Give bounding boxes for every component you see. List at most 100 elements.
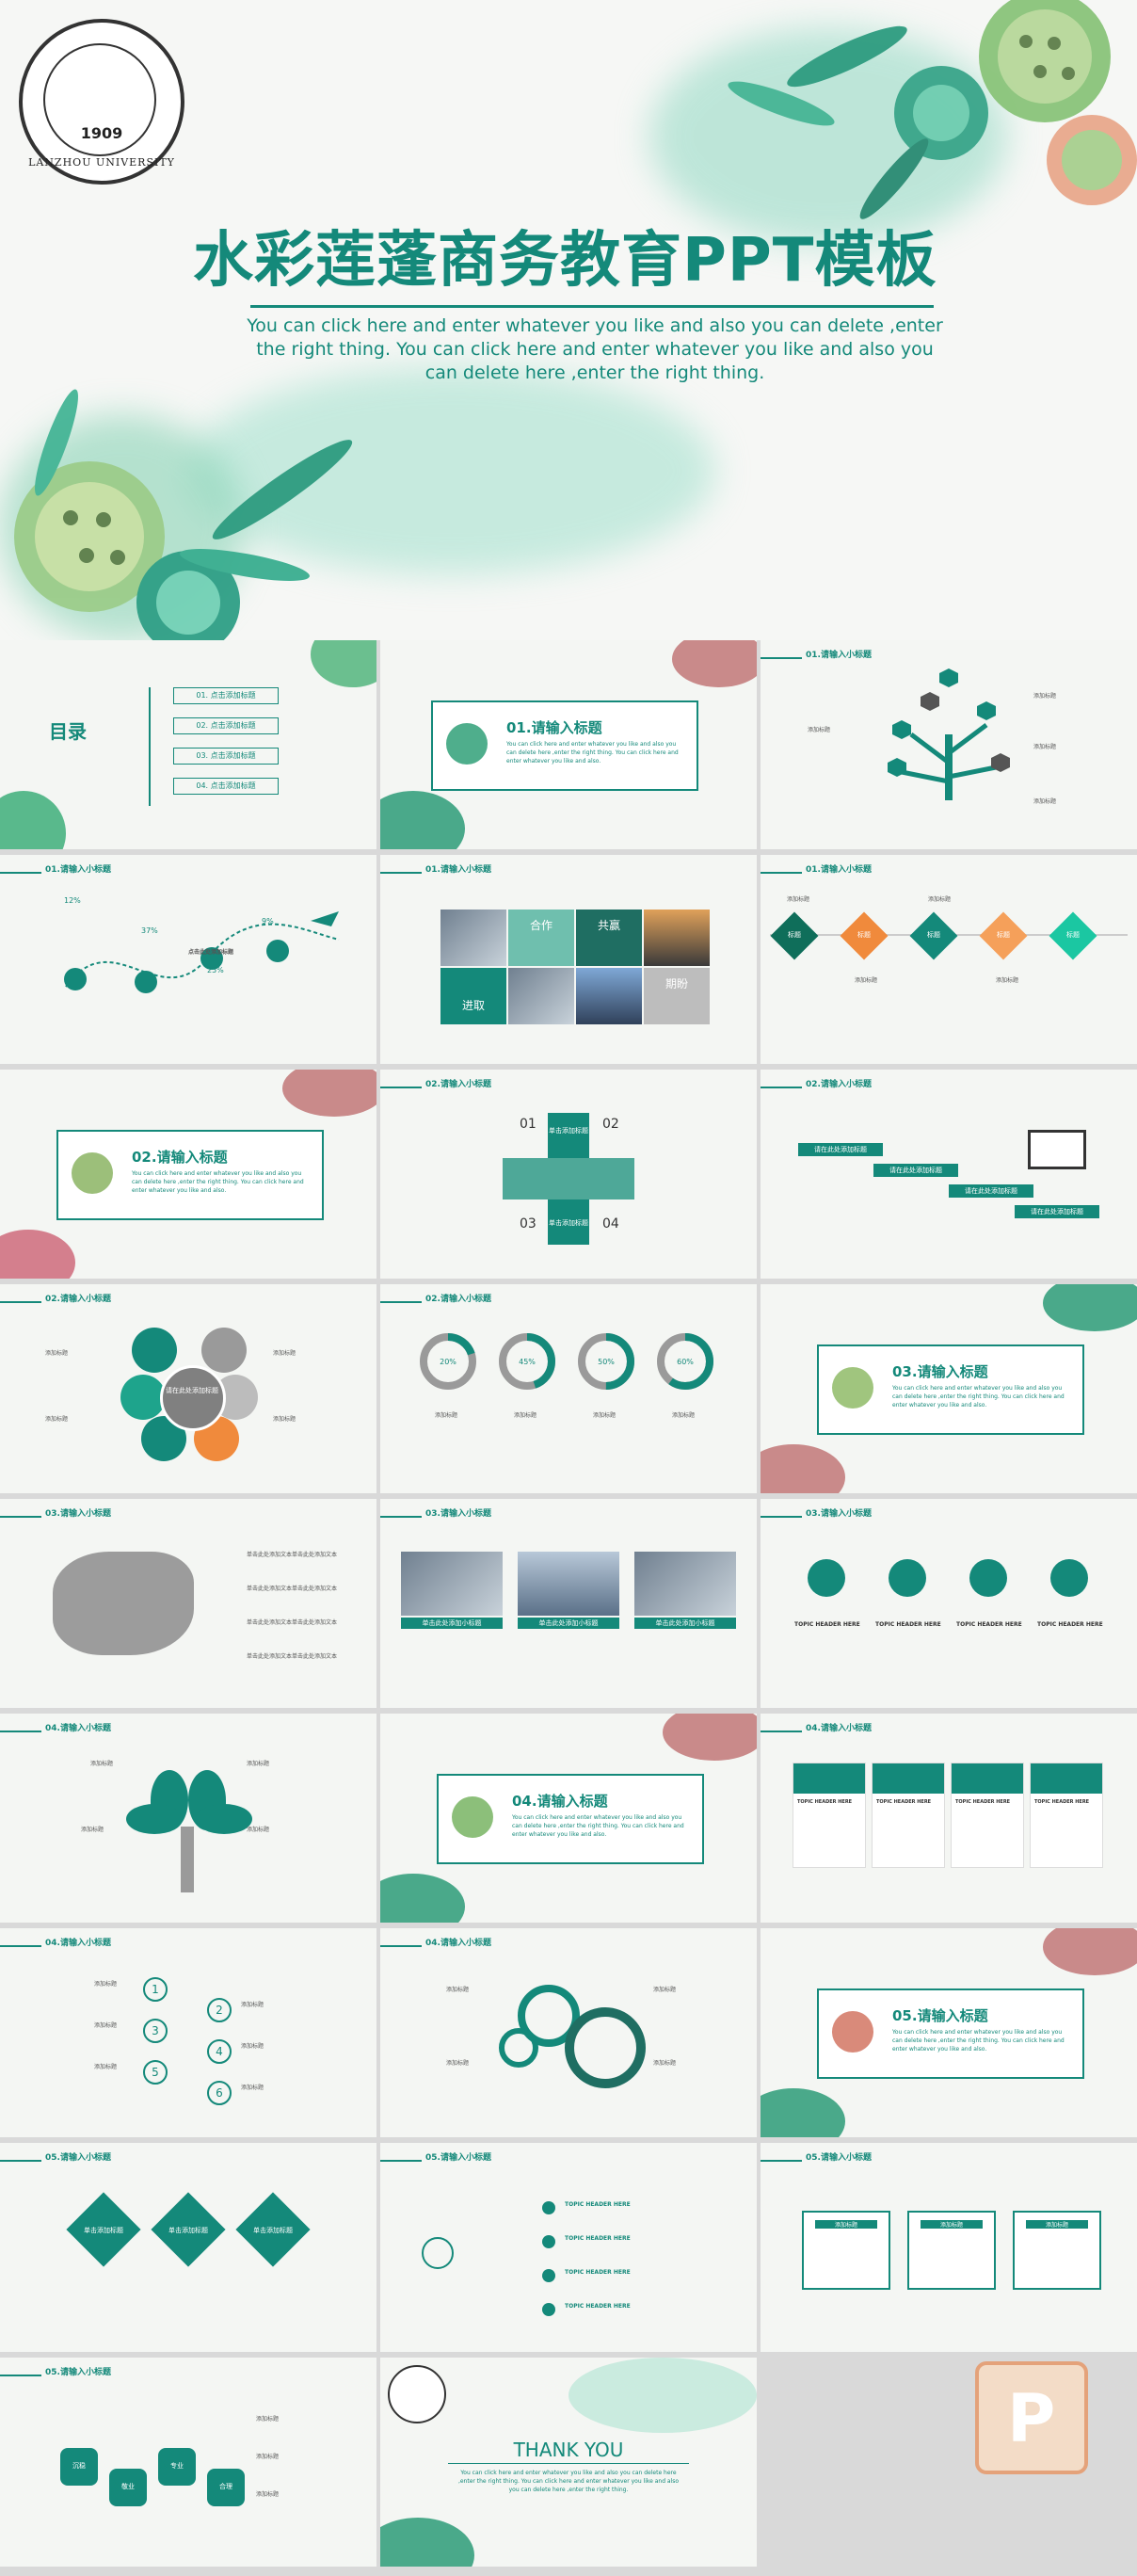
medal-label: TOPIC HEADER HERE <box>1037 1621 1103 1628</box>
number-text: 6 <box>216 2086 223 2100</box>
slide-section-05[interactable]: 05.请输入标题 You can click here and enter wh… <box>761 1928 1137 2137</box>
monitor-icon <box>1028 1130 1086 1169</box>
leaf-decoration <box>380 791 465 849</box>
slide-section-04[interactable]: 04.请输入标题 You can click here and enter wh… <box>380 1714 757 1923</box>
info-card: TOPIC HEADER HERE <box>951 1763 1024 1868</box>
slide-leaf-tree[interactable]: 04.请输入小标题 添加标题 添加标题 添加标题 添加标题 <box>0 1714 376 1923</box>
slide-timeline[interactable]: 01.请输入小标题 12% 37% 25% 9% 点击此处添加标题 <box>0 855 376 1064</box>
photo <box>576 968 642 1024</box>
tree-label: 添加标题 <box>1033 693 1057 700</box>
toc-item[interactable]: 01. 点击添加标题 <box>173 687 279 704</box>
thank-you-divider <box>448 2463 689 2464</box>
seal-text: LANZHOU UNIVERSITY <box>28 156 175 169</box>
donut-value-label: 60% <box>677 1358 694 1366</box>
slide-pictures[interactable]: 03.请输入小标题 单击此处添加小标题 单击此处添加小标题 单击此处添加小标题 <box>380 1499 757 1708</box>
lotus-pod-illustration <box>14 0 1137 640</box>
section-title: 05.请输入标题 <box>892 2007 988 2024</box>
slide-thank-you[interactable]: THANK YOU You can click here and enter w… <box>380 2358 757 2567</box>
flower-label: 添加标题 <box>273 1416 296 1423</box>
cross-horizontal <box>503 1158 634 1199</box>
photo <box>644 910 710 966</box>
card-label: TOPIC HEADER HERE <box>797 1799 853 1805</box>
slide-gears[interactable]: 04.请输入小标题 添加标题 添加标题 添加标题 添加标题 <box>380 1928 757 2137</box>
slide-tree[interactable]: 01.请输入小标题 添加标题 添加标题 添加标题 添加标题 <box>761 640 1137 849</box>
toc-item[interactable]: 04. 点击添加标题 <box>173 778 279 795</box>
slide-section-01[interactable]: 01.请输入标题 You can click here and enter wh… <box>380 640 757 849</box>
slide-ribbons[interactable]: 02.请输入小标题 请在此处添加标题 请在此处添加标题 请在此处添加标题 请在此… <box>761 1070 1137 1279</box>
section-box: 05.请输入标题 You can click here and enter wh… <box>817 1988 1084 2079</box>
leaf-decoration <box>761 2088 845 2137</box>
info-card: TOPIC HEADER HERE <box>793 1763 866 1868</box>
info-card: TOPIC HEADER HERE <box>872 1763 945 1868</box>
number-text: 3 <box>152 2024 159 2037</box>
section-box: 01.请输入标题 You can click here and enter wh… <box>431 700 698 791</box>
diamond-icon <box>422 2237 454 2269</box>
slide-section-03[interactable]: 03.请输入标题 You can click here and enter wh… <box>761 1284 1137 1493</box>
slide-photo-tiles[interactable]: 01.请输入小标题 合作 共赢 进取 期盼 <box>380 855 757 1064</box>
slide-donuts[interactable]: 02.请输入小标题 20% 45% 50% 60% 添加标题 添加标题 添加标题 添加… <box>380 1284 757 1493</box>
slide-heading: 01.请输入小标题 <box>806 865 872 875</box>
section-title: 01.请输入标题 <box>506 719 602 736</box>
succulent-icon <box>72 1152 113 1194</box>
donut-value-label: 45% <box>519 1358 536 1366</box>
succulent-icon <box>832 2011 873 2053</box>
slide-cards[interactable]: 04.请输入小标题 TOPIC HEADER HERE TOPIC HEADER… <box>761 1714 1137 1923</box>
slide-heading: 03.请输入小标题 <box>425 1509 491 1519</box>
toc-divider <box>149 687 151 806</box>
people-label: TOPIC HEADER HERE <box>565 2235 631 2242</box>
slide-rhombus[interactable]: 05.请输入小标题 单击添加标题 单击添加标题 单击添加标题 <box>0 2143 376 2352</box>
person-icon <box>542 2303 555 2316</box>
tree-label: 添加标题 <box>1033 744 1057 750</box>
person-icon <box>542 2269 555 2282</box>
gear-label: 添加标题 <box>446 2060 470 2067</box>
rhombus-label: 单击添加标题 <box>168 2227 208 2234</box>
medal-label: TOPIC HEADER HERE <box>794 1621 860 1628</box>
tile-label: 进取 <box>440 968 506 1024</box>
slide-toc[interactable]: 目录 01. 点击添加标题 02. 点击添加标题 03. 点击添加标题 04. … <box>0 640 376 849</box>
slide-hexagons[interactable]: 05.请输入小标题 沉稳 敬业 专业 合理 添加标题 添加标题 添加标题 <box>0 2358 376 2567</box>
map-label: 单击此处添加文本单击此处添加文本 <box>247 1552 338 1558</box>
section-text: You can click here and enter whatever yo… <box>512 1814 684 1838</box>
slide-notes[interactable]: 05.请输入小标题 添加标题 添加标题 添加标题 <box>761 2143 1137 2352</box>
number-circle: 3 <box>143 2019 168 2043</box>
number-label: 添加标题 <box>94 2022 118 2029</box>
rhombus-label: 单击添加标题 <box>253 2227 293 2234</box>
seal-year: 1909 <box>80 124 123 142</box>
number-text: 4 <box>216 2045 223 2058</box>
gear-label: 添加标题 <box>653 1987 677 1993</box>
donut-caption: 添加标题 <box>435 1412 458 1419</box>
slide-flower-chart[interactable]: 02.请输入小标题 请在此处添加标题 添加标题 添加标题 添加标题 添加标题 <box>0 1284 376 1493</box>
toc-item[interactable]: 02. 点击添加标题 <box>173 717 279 734</box>
picture-caption: 单击此处添加小标题 <box>518 1618 619 1629</box>
slide-diamonds[interactable]: 01.请输入小标题 标题 标题 标题 标题 标题 添加标题 添加标题 添加标题 … <box>761 855 1137 1064</box>
tile-label: 合作 <box>508 910 574 966</box>
slide-numbered[interactable]: 04.请输入小标题 1 2 3 4 5 6 添加标题 添加标题 添加标题 添加标… <box>0 1928 376 2137</box>
number-label: 添加标题 <box>241 2043 264 2050</box>
slide-medals[interactable]: 03.请输入小标题 TOPIC HEADER HERE TOPIC HEADER… <box>761 1499 1137 1708</box>
slide-people[interactable]: 05.请输入小标题 TOPIC HEADER HERE TOPIC HEADER… <box>380 2143 757 2352</box>
note-card: 添加标题 <box>907 2211 996 2290</box>
slide-section-02[interactable]: 02.请输入标题 You can click here and enter wh… <box>0 1070 376 1279</box>
medal-icon <box>1050 1559 1088 1597</box>
card-label: TOPIC HEADER HERE <box>1034 1799 1090 1805</box>
center-circle <box>160 1365 226 1431</box>
number-circle: 6 <box>207 2081 232 2105</box>
toc-item[interactable]: 03. 点击添加标题 <box>173 748 279 765</box>
slide-heading: 04.请输入小标题 <box>806 1724 872 1733</box>
hex-shape <box>158 2448 196 2486</box>
donut-arc <box>420 1333 476 1390</box>
cross-label: 单击添加标题 <box>549 1219 588 1227</box>
slide-cross[interactable]: 02.请输入小标题 单击添加标题 单击添加标题 01 02 03 04 <box>380 1070 757 1279</box>
card-label: TOPIC HEADER HERE <box>876 1799 932 1805</box>
slide-heading: 04.请输入小标题 <box>45 1724 111 1733</box>
slide-map[interactable]: 03.请输入小标题 单击此处添加文本单击此处添加文本 单击此处添加文本单击此处添… <box>0 1499 376 1708</box>
thank-you-title: THANK YOU <box>513 2439 624 2461</box>
number-label: 添加标题 <box>241 2002 264 2008</box>
donut-arc <box>499 1333 555 1390</box>
medal-icon <box>889 1559 926 1597</box>
hex-label: 专业 <box>170 2462 184 2470</box>
ribbon-label: 请在此处添加标题 <box>1015 1205 1099 1218</box>
cross-label: 单击添加标题 <box>549 1127 588 1135</box>
number-label: 添加标题 <box>94 2064 118 2070</box>
leaf-shape <box>196 1804 252 1834</box>
